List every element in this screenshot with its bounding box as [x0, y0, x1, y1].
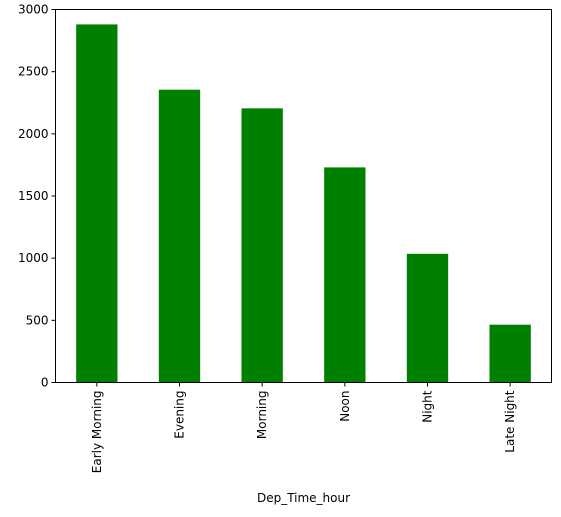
y-tick-label: 2000 — [18, 127, 49, 141]
bar-night — [406, 253, 449, 383]
bar-early-morning — [76, 24, 118, 383]
plot-frame — [55, 9, 552, 383]
x-tick-label: Noon — [338, 391, 352, 422]
bar-late-night — [489, 324, 531, 383]
x-tick-label: Evening — [173, 391, 187, 439]
bar-evening — [158, 89, 201, 383]
x-tick-label: Night — [421, 390, 435, 423]
bar-noon — [324, 167, 366, 383]
y-tick-label: 2500 — [18, 65, 49, 79]
y-tick-label: 0 — [41, 376, 49, 390]
bar-morning — [241, 108, 283, 383]
x-tick-label: Late Night — [503, 390, 517, 452]
y-axis: 0 500 1000 1500 2000 2500 3000 — [18, 3, 56, 390]
bars-group — [76, 24, 531, 383]
x-axis-label: Dep_Time_hour — [257, 491, 350, 505]
y-tick-label: 3000 — [18, 3, 49, 17]
y-tick-label: 1000 — [18, 251, 49, 265]
x-tick-label: Early Morning — [90, 391, 104, 474]
y-tick-label: 500 — [26, 313, 49, 327]
y-tick-label: 1500 — [18, 189, 49, 203]
x-tick-label: Morning — [255, 391, 269, 440]
x-axis: Early Morning Evening Morning Noon Night Late… — [90, 382, 517, 474]
